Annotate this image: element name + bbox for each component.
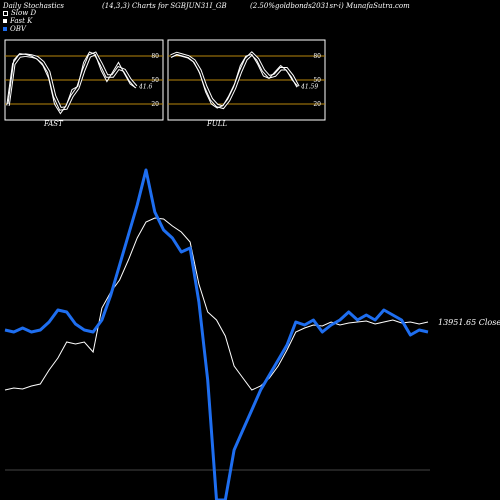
fast-tick-label: 80 bbox=[151, 53, 159, 60]
legend-item-slow-d: Slow D bbox=[3, 9, 36, 17]
legend-label-slow-d: Slow D bbox=[11, 9, 37, 17]
full-panel-title: FULL bbox=[207, 120, 228, 128]
fast-tick-label: 50 bbox=[151, 77, 159, 84]
chart-header-center: (14,3,3) Charts for SGBJUN31I_GB bbox=[102, 2, 227, 10]
legend-label-obv: OBV bbox=[10, 25, 26, 33]
close-price-line bbox=[4, 217, 429, 391]
full-tick-label: 80 bbox=[313, 53, 321, 60]
close-last-value-label: 13951.65 Close bbox=[438, 318, 500, 327]
legend-item-fast-k: Fast K bbox=[3, 17, 36, 25]
legend-item-obv: OBV bbox=[3, 25, 36, 33]
fast-panel-title: FAST bbox=[44, 120, 63, 128]
legend-swatch-fast-k bbox=[3, 19, 7, 23]
legend-swatch-slow-d bbox=[3, 10, 8, 16]
full-slow-d-line bbox=[170, 52, 299, 109]
chart-header-right: (2.50%goldbonds2031sr-i) MunafaSutra.com bbox=[250, 2, 410, 10]
full-last-value-label: 41.59 bbox=[300, 84, 318, 91]
full-tick-label: 20 bbox=[313, 101, 321, 108]
legend: Slow D Fast K OBV bbox=[3, 9, 36, 33]
legend-swatch-obv bbox=[3, 27, 7, 31]
obv-line bbox=[4, 168, 429, 500]
full-tick-label: 50 bbox=[313, 77, 321, 84]
full-fast-k-line bbox=[170, 53, 299, 109]
fast-fast-k-line bbox=[7, 51, 137, 115]
fast-tick-label: 20 bbox=[151, 101, 159, 108]
legend-label-fast-k: Fast K bbox=[10, 17, 33, 25]
chart-header-left: Daily Stochastics bbox=[3, 2, 65, 10]
fast-last-value-label: 41.6 bbox=[138, 84, 153, 91]
